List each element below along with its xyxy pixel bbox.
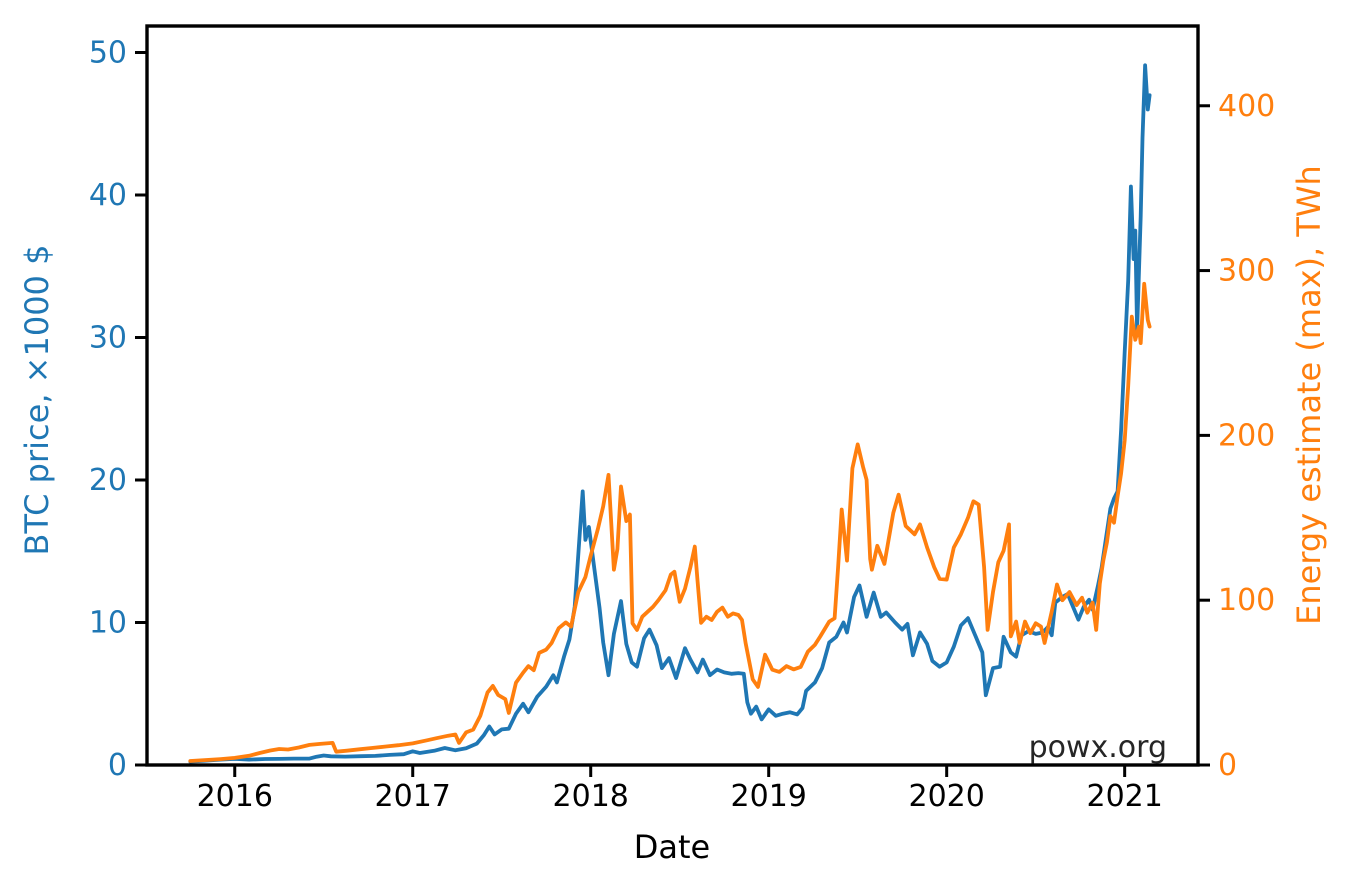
x-tick-label: 2018 (553, 779, 629, 814)
x-tick-label: 2020 (909, 779, 985, 814)
energy-estimate-line (188, 281, 1152, 763)
right-y-tick-label: 300 (1218, 254, 1275, 289)
left-y-tick-label: 10 (89, 606, 127, 641)
x-tick-label: 2016 (197, 779, 273, 814)
btc-price-line (188, 63, 1152, 764)
left-y-tick-label: 0 (108, 748, 127, 783)
x-axis-title: Date (634, 828, 710, 866)
right-y-tick-label: 400 (1218, 89, 1275, 124)
left-axis-title: BTC price, ×1000 $ (18, 245, 56, 556)
left-y-tick-label: 40 (89, 178, 127, 213)
plot-frame (145, 24, 1200, 767)
right-y-tick-label: 100 (1218, 583, 1275, 618)
watermark: powx.org (1029, 730, 1167, 765)
x-tick-label: 2019 (731, 779, 807, 814)
left-y-tick-label: 30 (89, 321, 127, 356)
right-y-tick-label: 200 (1218, 418, 1275, 453)
right-y-tick-label: 0 (1218, 748, 1237, 783)
x-tick-label: 2021 (1086, 779, 1162, 814)
left-y-tick-label: 20 (89, 463, 127, 498)
axes: 2016 2017 2018 2019 2020 2021 0 10 20 30 40 50 0 100 2… (89, 36, 1275, 814)
right-axis-title: Energy estimate (max), TWh (1290, 165, 1328, 625)
left-y-tick-label: 50 (89, 36, 127, 71)
x-tick-label: 2017 (375, 779, 451, 814)
